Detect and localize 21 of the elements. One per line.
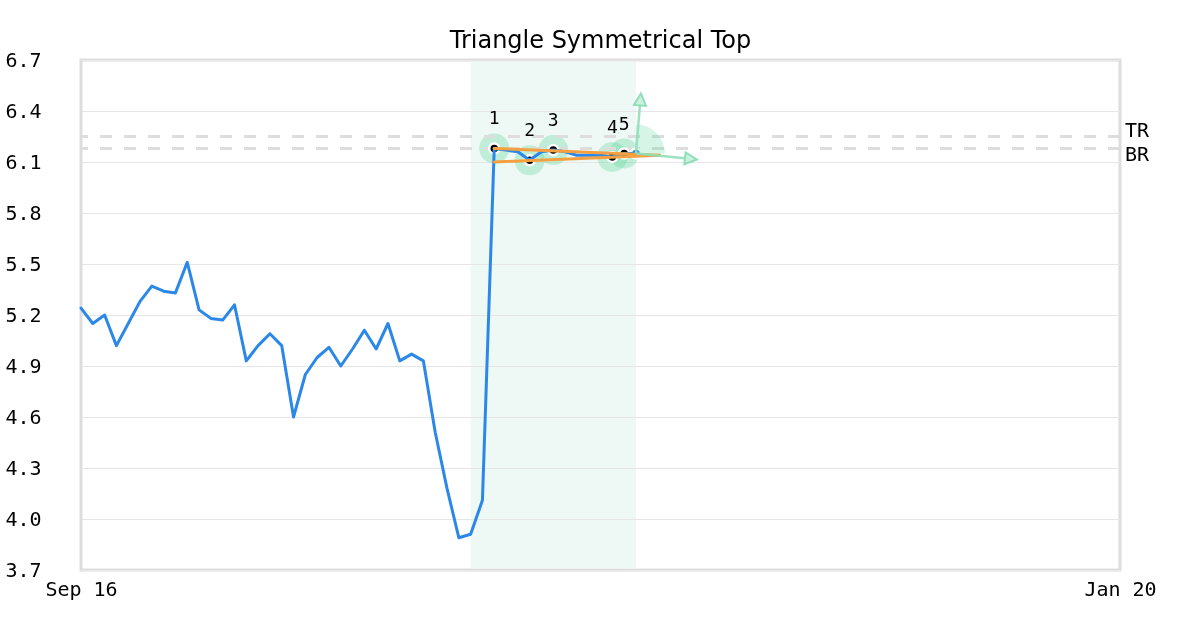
y-tick-label: 6.4 [5,98,42,123]
chart-title: Triangle Symmetrical Top [448,26,752,54]
annotation: 5 [618,112,630,134]
y-tick-label: 5.2 [5,302,42,327]
ref-line-label: TR [1125,117,1151,142]
y-tick-label: 5.5 [5,251,42,276]
y-tick-label: 3.7 [5,557,42,582]
y-tick-label: 4.3 [5,455,42,480]
y-tick-label: 4.0 [5,506,42,531]
y-tick-label: 4.6 [5,404,42,429]
y-tick-label: 6.7 [5,47,42,72]
y-tick-label: 6.1 [5,149,42,174]
annotation: 4 [606,115,618,137]
y-tick-label: 5.8 [5,200,42,225]
x-tick-label: Jan 20 [1084,576,1157,601]
x-tick-label: Sep 16 [45,576,118,601]
annotation: 3 [547,109,559,131]
annotation: 1 [488,107,500,129]
ref-line-label: BR [1125,142,1151,167]
y-tick-label: 4.9 [5,353,42,378]
annotation: 2 [524,119,536,141]
